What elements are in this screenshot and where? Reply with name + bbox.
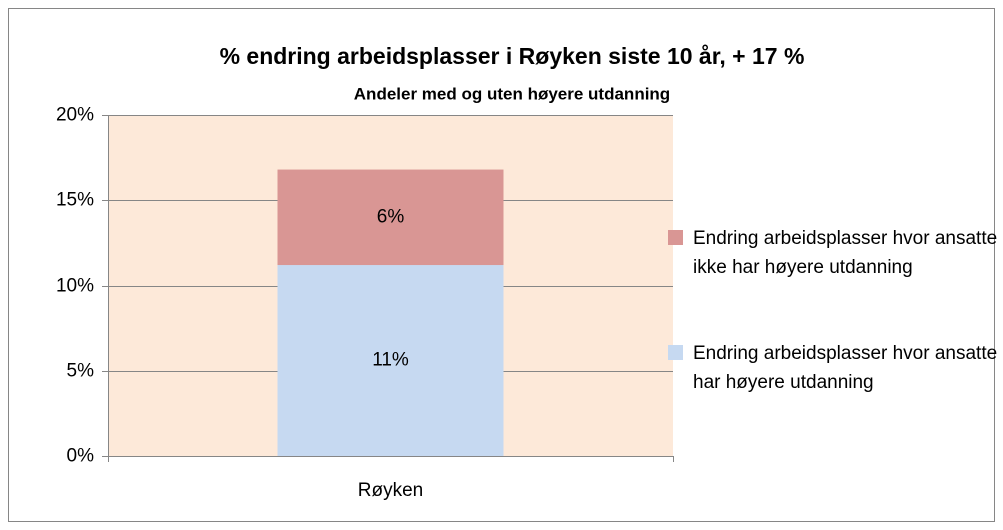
chart-subtitle: Andeler med og uten høyere utdanning — [354, 84, 670, 103]
y-tick-label: 5% — [67, 361, 95, 382]
y-tick-label: 15% — [56, 190, 94, 211]
y-tick-label: 20% — [56, 105, 94, 126]
legend-swatch — [668, 345, 683, 360]
bar-segment — [277, 265, 504, 456]
legend-swatch — [668, 230, 683, 245]
legend-label: Endring arbeidsplasser hvor ansatte har … — [693, 343, 998, 393]
data-label: 11% — [372, 350, 409, 371]
legend-label: Endring arbeidsplasser hvor ansatte ikke… — [693, 228, 998, 278]
x-tick-label: Røyken — [358, 480, 423, 501]
chart-title: % endring arbeidsplasser i Røyken siste … — [220, 43, 805, 69]
y-tick-label: 10% — [56, 276, 94, 297]
data-label: 6% — [377, 206, 405, 227]
y-tick-label: 0% — [67, 446, 95, 467]
bar-segment — [277, 169, 504, 266]
